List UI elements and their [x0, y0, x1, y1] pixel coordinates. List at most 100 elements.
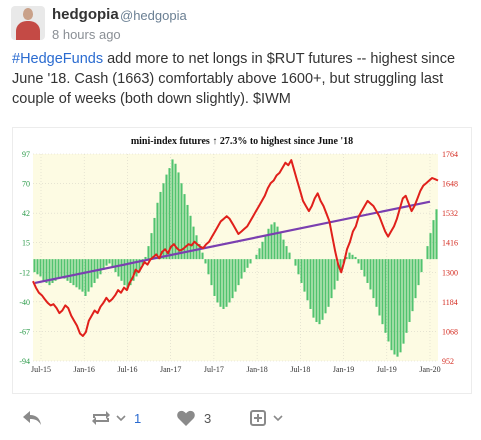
plot-area [33, 154, 438, 361]
net-position-bar [390, 259, 393, 351]
options-button[interactable] [249, 396, 283, 440]
net-position-bar [348, 252, 351, 260]
net-position-bar [429, 233, 432, 260]
net-position-bar [204, 259, 207, 264]
net-position-bar [81, 259, 84, 292]
y-right-tick-label: 1416 [442, 239, 458, 248]
y-right-tick-label: 1068 [442, 327, 458, 336]
reply-icon [23, 411, 41, 425]
net-position-bar [159, 191, 162, 260]
net-position-bar [195, 235, 198, 260]
net-position-bar [360, 259, 363, 270]
net-position-bar [264, 235, 267, 260]
net-position-bar [255, 254, 258, 260]
username[interactable]: hedgopia [52, 6, 119, 23]
net-position-bar [261, 241, 264, 260]
user-handle[interactable]: @hedgopia [120, 8, 187, 23]
net-position-bar [327, 259, 330, 307]
net-position-bar [198, 243, 201, 260]
net-position-bar [135, 259, 138, 277]
avatar-shirt [16, 21, 40, 40]
y-left-tick-label: -67 [19, 327, 30, 336]
net-position-bar [129, 259, 132, 286]
net-position-bar [138, 259, 141, 273]
net-position-bar [372, 259, 375, 299]
net-position-bar [189, 215, 192, 260]
x-tick-label: Jan-20 [419, 365, 440, 374]
net-position-bar [165, 174, 168, 260]
net-position-bar [72, 259, 75, 286]
net-position-bar [258, 248, 261, 260]
net-position-bar [243, 259, 246, 273]
avatar[interactable] [11, 6, 45, 40]
post-body: add more to net longs in $RUT futures --… [12, 51, 456, 107]
net-position-bar [102, 259, 105, 270]
net-position-bar [417, 259, 420, 286]
y-right-tick-label: 1648 [442, 180, 458, 189]
post-text: #HedgeFunds add more to net longs in $RU… [12, 49, 474, 109]
repeat-icon [92, 411, 110, 425]
net-position-bar [378, 259, 381, 316]
chart-image[interactable]: mini-index futures ↑ 27.3% to highest si… [12, 127, 472, 394]
net-position-bar [150, 233, 153, 260]
net-position-bar [66, 259, 69, 281]
heart-icon [177, 410, 195, 426]
net-position-bar [297, 259, 300, 275]
net-position-bar [96, 259, 99, 279]
options-icon [250, 410, 266, 426]
y-left-tick-label: -94 [19, 357, 30, 366]
net-position-bar [354, 256, 357, 260]
post-timestamp[interactable]: 8 hours ago [52, 27, 121, 42]
net-position-bar [84, 259, 87, 296]
net-position-bar [270, 224, 273, 260]
x-tick-label: Jul-15 [31, 365, 51, 374]
y-left-tick-label: 15 [22, 239, 30, 248]
net-position-bar [306, 259, 309, 301]
net-position-bar [225, 259, 228, 307]
y-left-tick-label: -12 [19, 268, 30, 277]
net-position-bar [330, 259, 333, 299]
net-position-bar [399, 259, 402, 353]
action-bar: 1 3 [0, 396, 481, 440]
net-position-bar [414, 259, 417, 299]
net-position-bar [228, 259, 231, 303]
net-position-bar [402, 259, 405, 344]
bar-series [33, 159, 438, 357]
net-position-bar [105, 259, 108, 266]
x-tick-label: Jan-17 [160, 365, 181, 374]
net-position-bar [375, 259, 378, 307]
net-position-bar [426, 246, 429, 260]
net-position-bar [435, 209, 438, 260]
net-position-bar [393, 259, 396, 355]
net-position-bar [273, 222, 276, 260]
net-position-bar [177, 172, 180, 260]
chevron-down-icon [116, 415, 126, 422]
repeat-button[interactable]: 1 [90, 396, 141, 440]
net-position-bar [300, 259, 303, 283]
net-position-bar [315, 259, 318, 322]
net-position-bar [345, 256, 348, 260]
hashtag-link[interactable]: #HedgeFunds [12, 51, 104, 67]
net-position-bar [405, 259, 408, 333]
trend-line [34, 200, 431, 285]
net-position-bar [87, 259, 90, 292]
reply-button[interactable] [22, 396, 42, 440]
x-tick-label: Jul-18 [290, 365, 310, 374]
price-line [32, 159, 439, 337]
like-button[interactable]: 3 [176, 396, 211, 440]
net-position-bar [363, 259, 366, 277]
chart-title: mini-index futures ↑ 27.3% to highest si… [131, 136, 353, 147]
net-position-bar [180, 183, 183, 260]
avatar-head [23, 8, 33, 20]
x-tick-label: Jan-18 [246, 365, 267, 374]
net-position-bar [279, 233, 282, 260]
net-position-bar [51, 259, 54, 283]
net-position-bar [75, 259, 78, 288]
net-position-bar [387, 259, 390, 342]
net-position-bar [366, 259, 369, 283]
net-position-bar [201, 252, 204, 260]
x-tick-label: Jul-16 [117, 365, 137, 374]
net-position-bar [231, 259, 234, 299]
net-position-bar [357, 259, 360, 264]
net-position-bar [207, 259, 210, 275]
